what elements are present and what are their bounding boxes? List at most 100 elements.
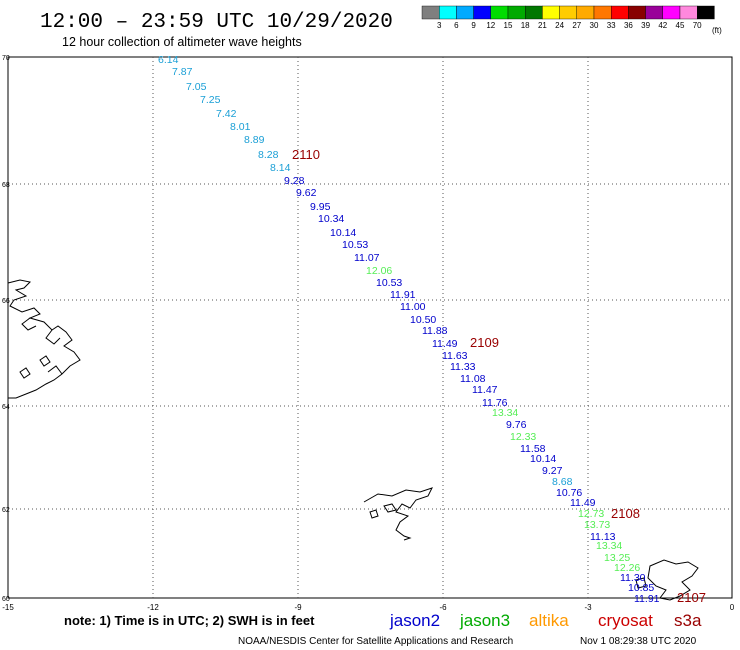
colorbar-label: 24: [555, 21, 564, 30]
colorbar-swatch: [456, 5, 474, 20]
longitude-tick-label: -9: [294, 603, 302, 612]
swh-observation-label: 10.53: [376, 277, 402, 289]
colorbar-swatch: [490, 5, 509, 20]
footer-credit: NOAA/NESDIS Center for Satellite Applica…: [238, 636, 513, 647]
pass-time-label: 2110: [292, 147, 320, 162]
swh-observation-label: 13.34: [596, 540, 622, 552]
greenland-fjord-1: [21, 317, 37, 331]
colorbar-label: 27: [572, 21, 581, 30]
swh-observation-label: 11.47: [472, 384, 498, 396]
colorbar-label: 3: [437, 21, 442, 30]
longitude-tick-label: 0: [730, 603, 735, 612]
swh-observation-label: 13.25: [604, 552, 630, 564]
swh-observation-label: 10.14: [330, 227, 356, 239]
colorbar-swatch: [421, 5, 440, 20]
coastlines: [7, 279, 699, 601]
colorbar-swatch: [611, 5, 629, 20]
colorbar-swatch: [507, 5, 526, 20]
swh-observation-label: 9.95: [310, 201, 331, 213]
colorbar-swatch: [645, 5, 663, 20]
faroe-islet-2: [369, 509, 379, 519]
pass-time-label: 2109: [470, 335, 499, 350]
swh-observation-label: 8.68: [552, 476, 573, 488]
swh-observation-label: 7.05: [186, 81, 207, 93]
colorbar-swatch: [662, 5, 681, 20]
swh-observation-label: 12.06: [366, 265, 392, 277]
swh-observation-label: 11.63: [442, 350, 468, 362]
shetland-islet: [635, 577, 647, 589]
latitude-tick-label: 68: [2, 182, 10, 189]
swh-observation-label: 7.42: [216, 108, 237, 120]
swh-observation-label: 11.88: [422, 325, 448, 337]
legend-jason3: jason3: [459, 611, 510, 630]
colorbar-swatch: [542, 5, 560, 20]
latitude-tick-label: 64: [2, 404, 10, 411]
altimeter-track: 6.147.87 7.057.25 7.428.018.89 8.288.149.28…: [158, 54, 706, 605]
map-subtitle: 12 hour collection of altimeter wave hei…: [62, 35, 302, 49]
legend-altika: altika: [529, 611, 569, 630]
latitude-tick-label: 62: [2, 507, 10, 514]
colorbar-swatch: [439, 5, 457, 20]
swh-observation-label: 11.49: [432, 338, 458, 350]
swh-observation-label: 8.28: [258, 149, 279, 161]
longitude-tick-label: -12: [147, 603, 159, 612]
colorbar-swatch: [576, 5, 595, 20]
footer-timestamp: Nov 1 08:29:38 UTC 2020: [580, 636, 697, 647]
colorbar-swatch: [679, 5, 698, 20]
greenland-coast: [7, 279, 81, 399]
colorbar-swatch: [559, 5, 577, 20]
swh-observation-label: 11.49: [570, 497, 596, 509]
latitude-tick-label: 70: [2, 55, 10, 62]
longitude-tick-label: -15: [2, 603, 14, 612]
colorbar-label: 21: [538, 21, 547, 30]
swh-observation-label: 9.76: [506, 419, 527, 431]
swh-observation-label: 13.73: [584, 519, 610, 531]
swh-observation-label: 10.34: [318, 213, 344, 225]
swh-observation-label: 11.30: [620, 572, 646, 584]
shetland-islands: [647, 559, 699, 601]
faroe-islet-1: [383, 503, 397, 513]
swh-observation-label: 7.25: [200, 94, 221, 106]
swh-observation-label: 8.14: [270, 162, 291, 174]
swh-observation-label: 11.76: [482, 397, 508, 409]
swh-observation-label: 11.13: [590, 531, 616, 543]
colorbar-label: 18: [521, 21, 530, 30]
swh-observation-label: 11.33: [450, 361, 476, 373]
swh-observation-label: 9.27: [542, 465, 563, 477]
swh-observation-label: 10.50: [410, 314, 436, 326]
colorbar-label: 42: [658, 21, 667, 30]
greenland-island-2: [19, 367, 31, 379]
colorbar-unit: (ft): [712, 26, 722, 35]
longitude-tick-label: -6: [439, 603, 447, 612]
colorbar-label: 15: [504, 21, 513, 30]
swh-observation-label: 6.14: [158, 54, 179, 66]
greenland-fjord-2: [45, 329, 61, 345]
longitude-tick-label: -3: [584, 603, 592, 612]
legend-cryosat: cryosat: [598, 611, 653, 630]
swh-observation-label: 7.87: [172, 66, 193, 78]
swh-observation-label: 11.58: [520, 443, 546, 455]
colorbar-label: 30: [590, 21, 599, 30]
swh-observation-label: 13.34: [492, 407, 518, 419]
colorbar-label: 6: [454, 21, 459, 30]
legend-jason2: jason2: [389, 611, 440, 630]
swh-observation-label: 9.28: [284, 175, 305, 187]
swh-observation-label: 11.91: [634, 593, 660, 605]
pass-time-label: 2107: [677, 590, 706, 605]
swh-observation-label: 12.33: [510, 431, 536, 443]
axis-tick-labels: -15 -12 -9 -6 -3 0 70 68 66 64 62 60: [2, 55, 735, 612]
faroe-islands: [363, 487, 433, 541]
latitude-tick-label: 60: [2, 596, 10, 603]
colorbar-label: 12: [486, 21, 495, 30]
swh-observation-label: 8.01: [230, 121, 251, 133]
map-title: 12:00 – 23:59 UTC 10/29/2020: [40, 11, 393, 34]
swh-observation-label: 10.14: [530, 453, 556, 465]
swh-observation-label: 10.53: [342, 239, 368, 251]
swh-observation-label: 11.08: [460, 373, 486, 385]
swh-observation-label: 11.91: [390, 289, 416, 301]
colorbar-swatch: [593, 5, 612, 20]
swh-observation-label: 11.00: [400, 301, 426, 313]
colorbar-label: 70: [693, 21, 702, 30]
pass-time-label: 2108: [611, 506, 640, 521]
